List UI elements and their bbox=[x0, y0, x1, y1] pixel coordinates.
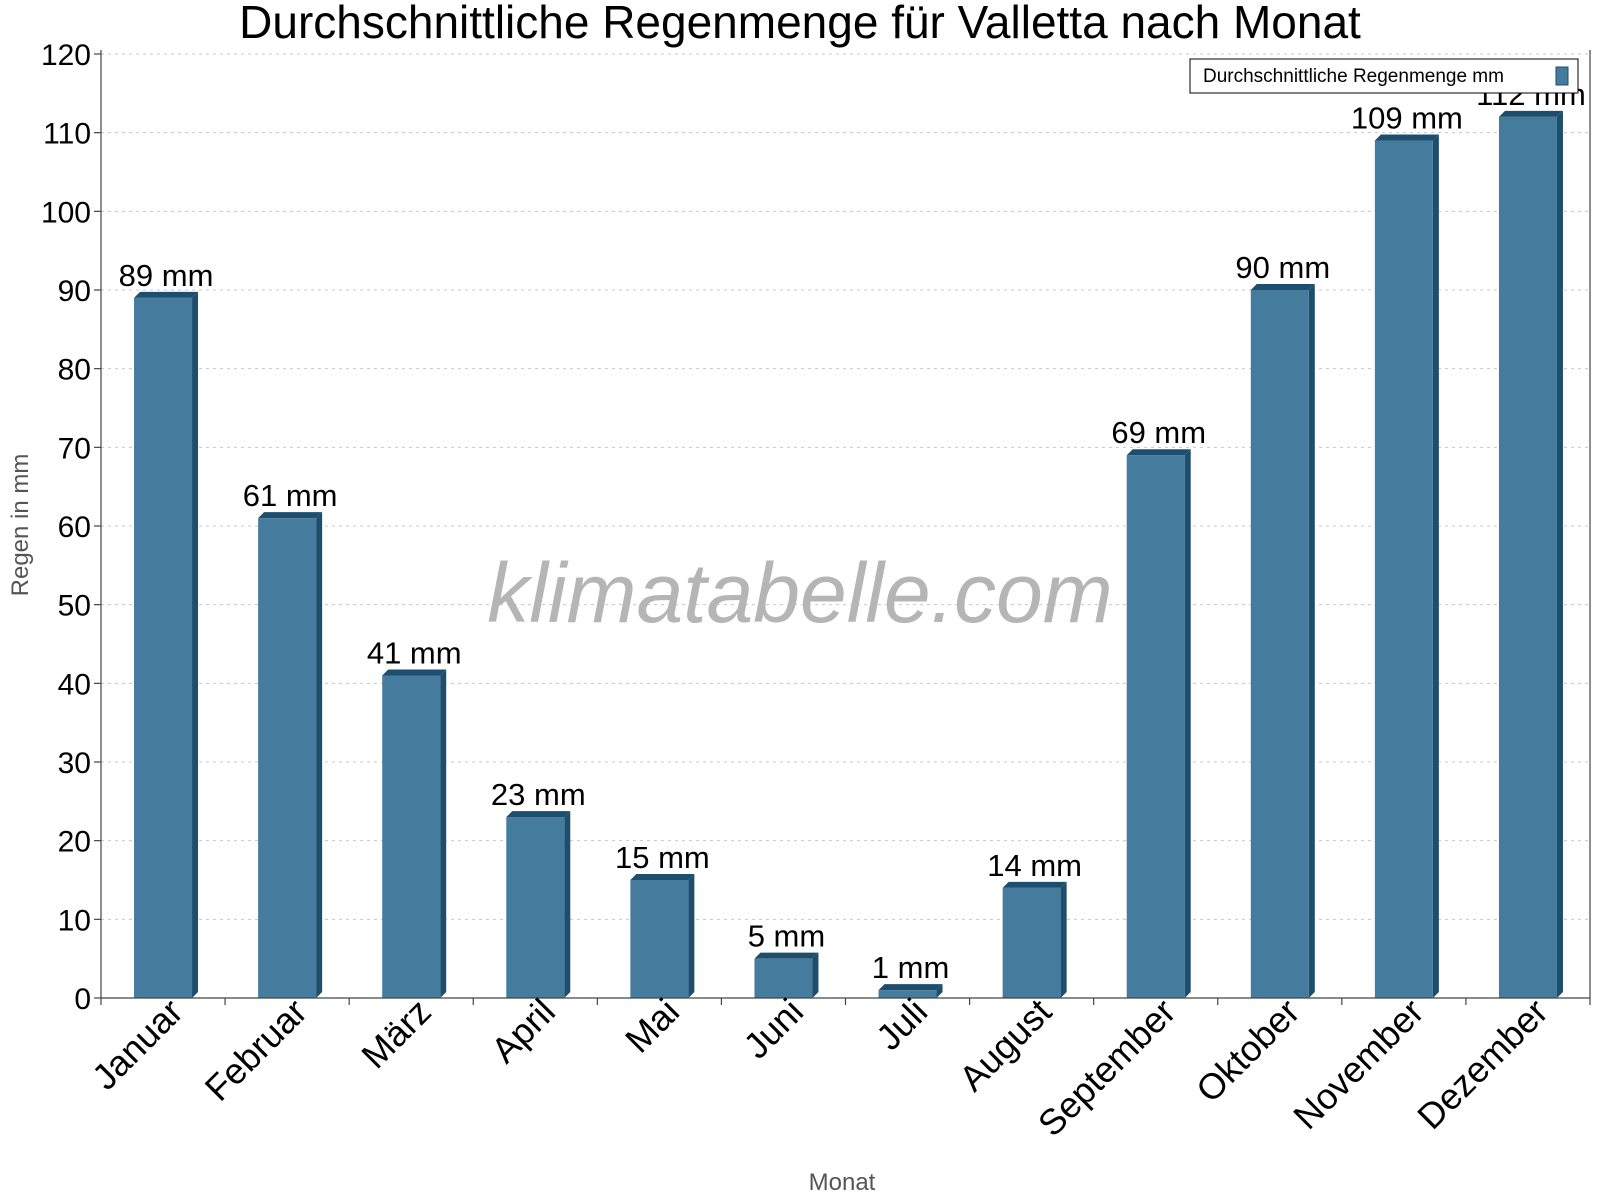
legend-box bbox=[1189, 58, 1579, 94]
x-tick-label: Oktober bbox=[1188, 991, 1308, 1111]
data-label: 69 mm bbox=[1111, 415, 1206, 450]
bar bbox=[506, 817, 565, 998]
y-tick-label: 20 bbox=[58, 826, 91, 859]
bars bbox=[134, 110, 1563, 999]
bar-top bbox=[134, 291, 199, 298]
bar-side bbox=[688, 874, 695, 998]
y-tick-label: 30 bbox=[58, 747, 91, 780]
legend: Durchschnittliche Regenmenge mm bbox=[1189, 58, 1579, 94]
y-tick-label: 10 bbox=[58, 904, 91, 937]
y-tick-label: 80 bbox=[58, 354, 91, 387]
y-tick-label: 90 bbox=[58, 275, 91, 308]
data-label: 89 mm bbox=[119, 258, 214, 293]
legend-label: Durchschnittliche Regenmenge mm bbox=[1203, 66, 1504, 87]
y-tick-label: 100 bbox=[41, 196, 91, 229]
data-label: 109 mm bbox=[1351, 101, 1463, 136]
bar-side bbox=[1556, 110, 1563, 998]
data-label: 15 mm bbox=[615, 840, 710, 875]
bar bbox=[1126, 455, 1185, 998]
y-tick-label: 0 bbox=[74, 983, 91, 1016]
bar-side bbox=[1432, 134, 1439, 999]
y-tick-label: 40 bbox=[58, 668, 91, 701]
x-tick-label: November bbox=[1285, 991, 1431, 1137]
data-label: 41 mm bbox=[367, 635, 462, 670]
bar-top bbox=[1126, 449, 1191, 456]
x-tick-label: März bbox=[353, 991, 439, 1077]
data-label: 23 mm bbox=[491, 777, 586, 812]
bar-side bbox=[1308, 284, 1315, 998]
y-tick-label: 110 bbox=[43, 118, 91, 151]
data-label: 61 mm bbox=[243, 478, 338, 513]
x-tick-label: April bbox=[483, 991, 563, 1071]
bar-side bbox=[936, 984, 943, 998]
bar-top bbox=[1374, 134, 1439, 141]
grid-lines bbox=[101, 53, 1590, 920]
bar bbox=[1002, 887, 1061, 998]
bar-top bbox=[382, 669, 447, 676]
bar-side bbox=[192, 291, 199, 998]
data-label: 90 mm bbox=[1235, 250, 1330, 285]
x-axis-title: Monat bbox=[809, 1169, 876, 1196]
bar bbox=[1374, 140, 1433, 999]
x-tick-label: Dezember bbox=[1409, 991, 1555, 1137]
x-tick-label: August bbox=[951, 991, 1059, 1099]
bar bbox=[382, 675, 441, 998]
x-tick-label: Februar bbox=[197, 991, 315, 1109]
axes: 0 10 20 30 40 50 60 70 80 90 100 110 120 bbox=[41, 39, 1591, 1016]
x-tick-label: Juli bbox=[868, 991, 935, 1058]
bar-side bbox=[440, 669, 447, 998]
x-tick-label: Mai bbox=[617, 991, 687, 1061]
y-tick-label: 70 bbox=[58, 432, 91, 465]
y-axis-title: Regen in mm bbox=[7, 454, 34, 597]
bar-top bbox=[1498, 110, 1563, 117]
bar-side bbox=[1060, 881, 1067, 998]
bar-side bbox=[1184, 449, 1191, 998]
x-tick-label: Juni bbox=[735, 991, 811, 1067]
data-label: 14 mm bbox=[987, 848, 1082, 883]
data-label: 1 mm bbox=[872, 950, 950, 985]
bar bbox=[258, 518, 317, 998]
bar-top bbox=[1002, 881, 1067, 888]
bar bbox=[134, 297, 193, 998]
bar-side bbox=[564, 811, 571, 998]
y-tick-label: 60 bbox=[58, 511, 91, 544]
x-tick-label: Januar bbox=[84, 991, 191, 1098]
bar-top bbox=[506, 811, 571, 818]
bar bbox=[1250, 290, 1309, 998]
y-tick-label: 120 bbox=[41, 39, 91, 72]
y-tick-label: 50 bbox=[58, 590, 91, 623]
bar-side bbox=[812, 952, 819, 998]
chart-title: Durchschnittliche Regenmenge für Vallett… bbox=[239, 0, 1361, 48]
watermark: klimatabelle.com bbox=[487, 546, 1113, 640]
bar bbox=[754, 958, 813, 998]
data-label: 5 mm bbox=[748, 919, 826, 954]
bar-top bbox=[258, 512, 323, 519]
bar-top bbox=[754, 952, 819, 959]
bar-side bbox=[316, 512, 323, 998]
bar bbox=[1498, 116, 1557, 998]
bar-top bbox=[630, 874, 695, 880]
bar bbox=[630, 880, 689, 998]
bar-top bbox=[1250, 284, 1315, 290]
bar bbox=[878, 990, 937, 998]
legend-swatch bbox=[1555, 66, 1569, 86]
bar-top bbox=[878, 984, 943, 991]
